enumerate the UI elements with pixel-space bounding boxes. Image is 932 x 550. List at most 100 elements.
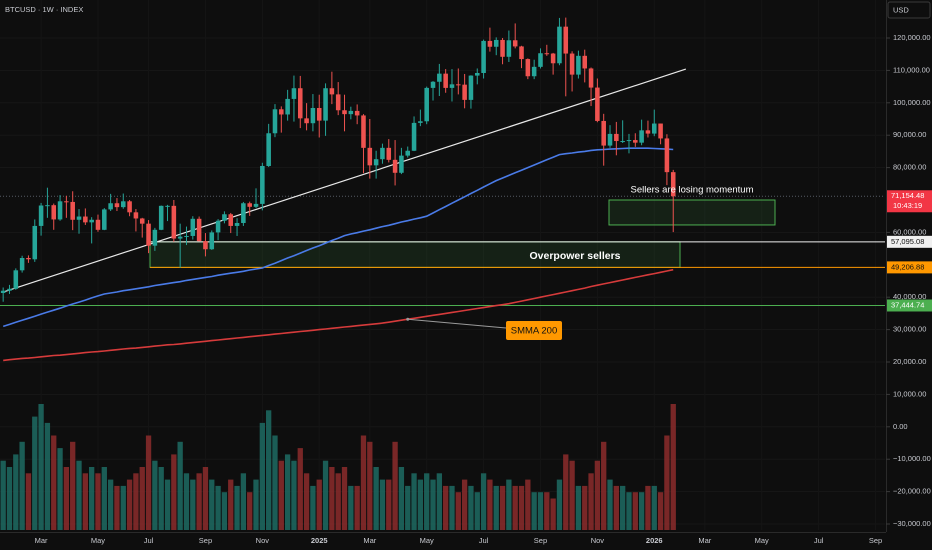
- zone: [608, 199, 776, 226]
- x-tick-label: Mar: [35, 536, 48, 545]
- volume-bar: [171, 454, 177, 530]
- volume-bar: [487, 479, 493, 530]
- candle-body: [102, 209, 107, 230]
- candle-body: [279, 109, 284, 115]
- x-tick-label: 2025: [311, 536, 328, 545]
- volume-bar: [512, 485, 518, 530]
- annotations: Sellers are losing momentum Overpower sel…: [406, 185, 754, 340]
- candle-body: [234, 223, 240, 226]
- volume-bar: [228, 479, 234, 530]
- x-tick-label: Mar: [363, 536, 376, 545]
- volume-bar: [417, 479, 424, 530]
- y-tick-label: 10,000.00: [893, 389, 926, 398]
- annotation-box: [506, 321, 562, 340]
- volume-bar: [367, 441, 373, 530]
- volume-bar: [664, 435, 670, 530]
- candles: [0, 17, 676, 302]
- candle-body: [177, 236, 183, 239]
- candle-body: [576, 55, 581, 75]
- y-tick-label: 0.00: [893, 422, 908, 431]
- candle-body: [437, 73, 442, 82]
- candle-body: [127, 201, 132, 213]
- y-tick-label: −30,000.00: [893, 519, 931, 528]
- volume-bar: [329, 467, 335, 530]
- candle-body: [588, 68, 594, 88]
- candle-body: [266, 133, 271, 166]
- volume-bar: [126, 479, 133, 530]
- volume-bar: [613, 485, 619, 530]
- candle-body: [26, 258, 31, 260]
- candle-body: [272, 109, 278, 134]
- price-tag: [887, 190, 932, 213]
- volume-bar: [322, 460, 329, 530]
- countdown: 10:43:19: [893, 201, 922, 210]
- y-tick-label: 80,000.00: [893, 163, 926, 172]
- volume-bar: [13, 454, 19, 530]
- volume-bar: [556, 479, 563, 530]
- candle-body: [335, 94, 341, 111]
- volume-bar: [411, 473, 417, 530]
- volume-bar: [424, 473, 430, 530]
- volume-bar: [82, 473, 88, 530]
- volume-bar: [518, 485, 525, 530]
- candle-body: [639, 130, 644, 143]
- x-tick-label: May: [420, 536, 434, 545]
- x-tick-label: Jul: [144, 536, 154, 545]
- zone-label: Overpower sellers: [529, 250, 620, 262]
- candle-body: [139, 218, 145, 224]
- volume-bar: [569, 460, 575, 530]
- volume-bar: [139, 467, 145, 530]
- candle-body: [462, 84, 467, 100]
- currency-button[interactable]: [887, 1, 931, 19]
- volume-bar: [272, 435, 278, 530]
- volume-bar: [607, 479, 613, 530]
- volume-bar: [247, 492, 253, 530]
- candle-body: [0, 290, 6, 293]
- y-tick-label: 120,000.00: [893, 33, 931, 42]
- volume-bar: [550, 498, 556, 530]
- candle-body: [329, 88, 335, 95]
- volume-bar: [32, 416, 38, 530]
- volume-bar: [89, 467, 95, 530]
- candle-body: [32, 225, 38, 260]
- volume-bar: [114, 485, 120, 530]
- levels: [0, 195, 885, 306]
- volume-bar: [51, 435, 57, 530]
- candle-body: [222, 214, 227, 221]
- candle-body: [506, 40, 512, 57]
- price-tag-label: 37,444.74: [891, 300, 924, 309]
- volume-bar: [19, 441, 25, 530]
- candle-body: [607, 133, 613, 146]
- candle-body: [253, 203, 259, 207]
- volume-bar: [670, 404, 676, 530]
- candle-body: [196, 218, 202, 242]
- currency-label[interactable]: USD: [893, 5, 909, 14]
- volume-bar: [436, 473, 442, 530]
- volume-bar: [405, 485, 411, 530]
- volume-bar: [253, 479, 259, 530]
- candle-body: [569, 53, 575, 75]
- candle-body: [247, 203, 252, 207]
- candle-body: [500, 39, 505, 57]
- y-tick-label: −10,000.00: [893, 454, 931, 463]
- volume-bar: [266, 410, 272, 530]
- symbol-header: BTCUSD · 1W · INDEX: [5, 5, 83, 14]
- volume-bar: [133, 473, 139, 530]
- volume-bar: [303, 473, 310, 530]
- candle-body: [519, 46, 524, 60]
- candle-body: [184, 235, 189, 237]
- candle-body: [7, 288, 12, 291]
- candle-body: [158, 205, 164, 230]
- candle-body: [348, 110, 354, 115]
- x-tick-label: Nov: [591, 536, 605, 545]
- indicator-lines: [2, 68, 687, 362]
- volume-bar: [601, 441, 607, 530]
- volume-bar: [360, 435, 367, 530]
- volume-bar: [152, 460, 158, 530]
- x-tick-label: Nov: [256, 536, 270, 545]
- candle-body: [487, 40, 493, 47]
- volume-bar: [38, 404, 44, 530]
- candle-body: [13, 270, 19, 289]
- candle-body: [114, 203, 120, 208]
